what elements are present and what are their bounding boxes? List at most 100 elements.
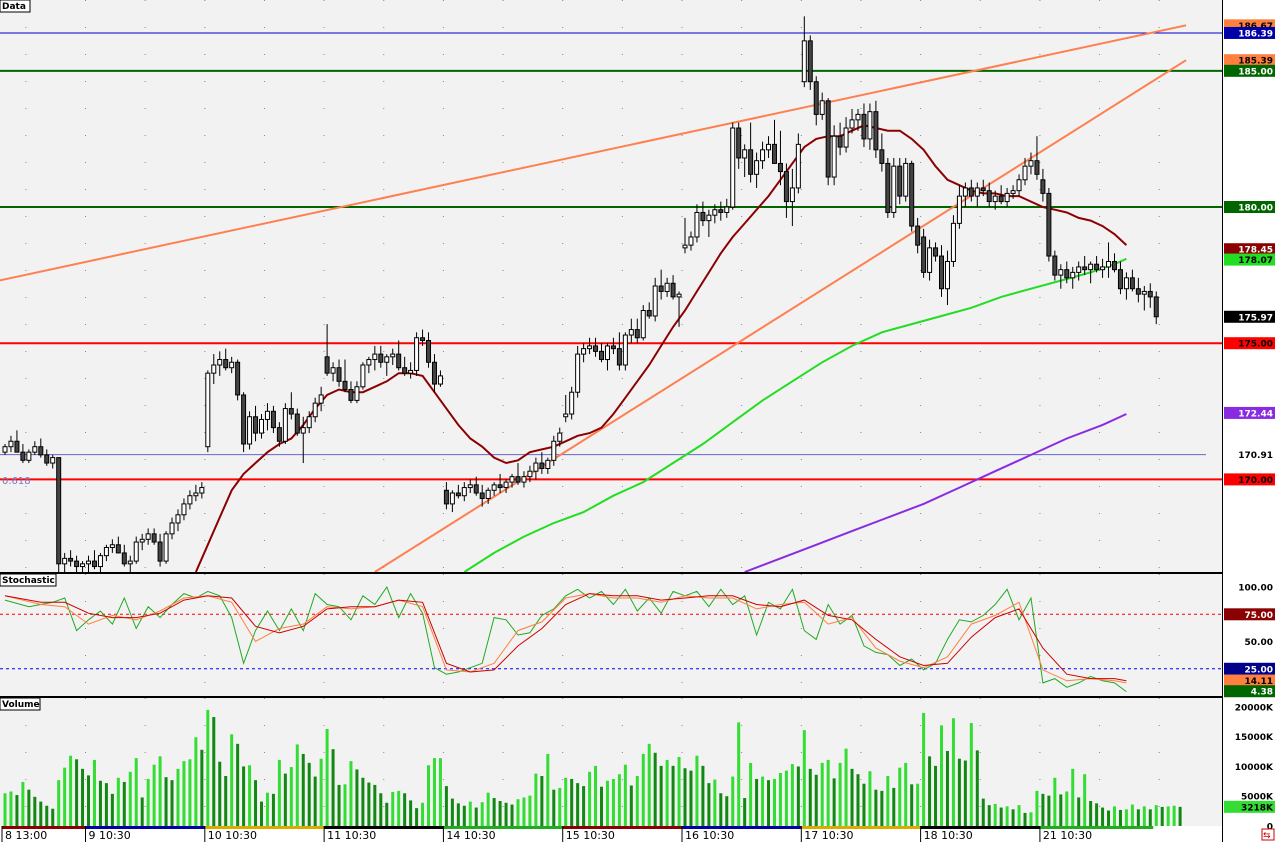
volume-bar	[63, 767, 67, 826]
volume-bar	[629, 785, 633, 826]
volume-bar	[898, 767, 902, 826]
candle-body	[151, 533, 157, 543]
volume-bar	[1047, 795, 1051, 826]
candle-body	[366, 359, 372, 366]
candle-body	[539, 462, 545, 469]
stochastic-line-stoch_green	[4, 586, 1127, 693]
volume-bar	[122, 781, 126, 826]
candle-body	[664, 282, 670, 292]
level-tag-box	[1224, 448, 1275, 461]
level-tag: 185.00	[1238, 67, 1273, 77]
price-tag-box	[1224, 243, 1275, 256]
candle-body	[604, 345, 610, 361]
candle-body	[103, 546, 109, 557]
volume-bar	[188, 759, 192, 826]
candle-body	[1034, 160, 1040, 175]
volume-bar	[707, 783, 711, 826]
volume-bar	[182, 761, 186, 826]
volume-bar	[790, 764, 794, 826]
candle-body	[121, 552, 127, 565]
price-tag: 172.44	[1238, 409, 1273, 419]
volume-bar	[1101, 807, 1105, 826]
corner-button-box[interactable]	[1261, 828, 1275, 841]
volume-bar	[862, 783, 866, 826]
volume-bar	[641, 753, 645, 826]
stochastic-panel-title: Stochastic	[2, 576, 55, 586]
volume-bar	[1148, 809, 1152, 826]
candle-body	[431, 361, 437, 385]
volume-bar	[444, 786, 448, 826]
volume-bar	[1023, 812, 1027, 826]
corner-toggle-button[interactable]: ⇆	[1261, 828, 1275, 841]
x-axis-label: 10 10:30	[208, 829, 257, 842]
volume-bar	[534, 773, 538, 826]
candle-body	[312, 402, 318, 418]
volume-bar	[1083, 774, 1087, 826]
candle-body	[68, 557, 74, 562]
candle-body	[652, 285, 658, 317]
candle-body	[455, 492, 461, 497]
volume-bar	[33, 796, 37, 826]
candle-body	[229, 361, 235, 369]
volume-bar	[510, 804, 514, 826]
volume-bar	[343, 784, 347, 826]
volume-bar	[755, 778, 759, 826]
candle-body	[748, 149, 754, 175]
volume-bar	[289, 767, 293, 826]
candle-body	[1106, 260, 1112, 268]
candle-body	[86, 560, 92, 565]
volume-bar	[605, 780, 609, 826]
volume-bar	[337, 784, 341, 826]
volume-bar	[57, 780, 61, 826]
candle-body	[670, 282, 676, 298]
volume-bar	[850, 768, 854, 826]
candle-body	[688, 236, 694, 246]
candle-body	[1028, 160, 1034, 167]
price-tag-box	[1224, 406, 1275, 419]
volume-bar	[462, 805, 466, 826]
volume-bar	[928, 756, 932, 826]
volume-tick: 5000K	[1241, 793, 1274, 803]
volume-bar	[1118, 809, 1122, 826]
volume-bar	[1017, 805, 1021, 826]
volume-bar	[1107, 810, 1111, 826]
x-axis-label: 15 10:30	[566, 829, 615, 842]
candle-body	[610, 345, 616, 350]
volume-bar	[432, 758, 436, 826]
price-horizontal-levels	[0, 32, 1222, 481]
candle-body	[706, 214, 712, 222]
volume-bar	[695, 755, 699, 826]
volume-tick: 0	[1267, 823, 1273, 833]
volume-bar	[480, 802, 484, 826]
volume-bar	[975, 750, 979, 826]
candle-body	[658, 285, 664, 292]
candle-body	[825, 100, 831, 178]
volume-bar	[784, 770, 788, 826]
candle-body	[1123, 277, 1129, 290]
candle-body	[1129, 277, 1135, 290]
volume-bar	[814, 774, 818, 826]
volume-bar	[564, 777, 568, 826]
candle-body	[1153, 296, 1159, 318]
volume-bar	[1124, 809, 1128, 826]
candle-body	[873, 111, 879, 151]
candle-body	[97, 555, 103, 568]
candle-body	[235, 361, 241, 396]
volume-bar	[128, 771, 132, 826]
volume-bar	[856, 774, 860, 826]
candle-body	[372, 353, 378, 361]
x-axis-label: 11 10:30	[327, 829, 376, 842]
volume-bar	[391, 792, 395, 826]
volume-panel-title: Volume	[2, 700, 40, 710]
x-axis-session-band	[85, 826, 205, 829]
price-tag: 178.07	[1238, 256, 1273, 266]
volume-bar	[307, 762, 311, 826]
volume-bar	[15, 795, 19, 826]
candle-body	[843, 127, 849, 148]
candle-body	[485, 489, 491, 499]
candle-body	[20, 451, 26, 461]
volume-bar	[9, 791, 13, 826]
price-tag: 186.67	[1238, 22, 1273, 32]
x-axis-session-band	[204, 826, 325, 829]
